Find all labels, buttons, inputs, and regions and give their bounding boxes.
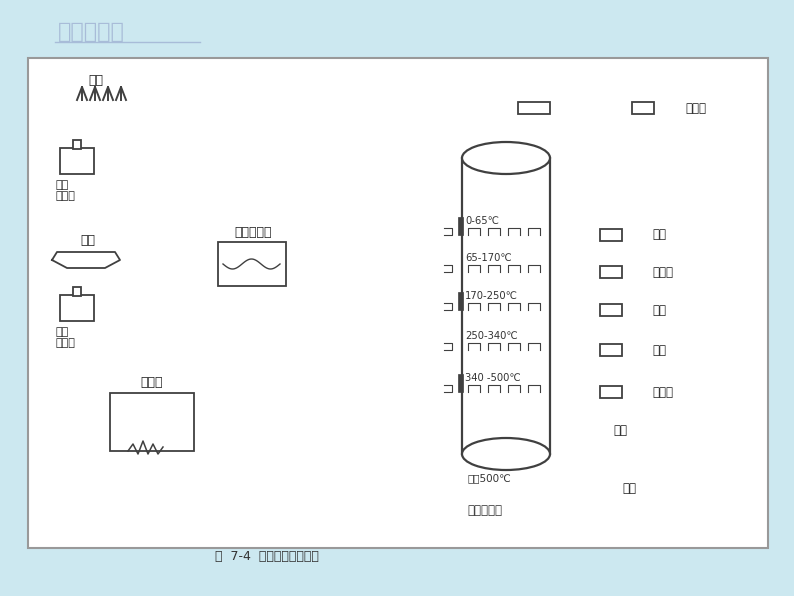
Bar: [218, 242, 286, 286]
Text: 预热炉: 预热炉: [141, 377, 164, 390]
Bar: [600, 229, 622, 241]
Text: 石脑油: 石脑油: [652, 265, 673, 278]
Text: 250-340℃: 250-340℃: [465, 331, 518, 341]
Text: 65-170℃: 65-170℃: [465, 253, 511, 263]
Text: 贮存库: 贮存库: [55, 338, 75, 348]
Ellipse shape: [462, 142, 550, 174]
Text: 汽油: 汽油: [652, 228, 666, 241]
Bar: [60, 148, 94, 174]
Bar: [458, 374, 463, 392]
Text: 泡罩的断面: 泡罩的断面: [234, 225, 272, 238]
Bar: [73, 140, 81, 149]
Text: 石油的炼制: 石油的炼制: [58, 22, 125, 42]
Text: 润滑油: 润滑油: [652, 386, 673, 399]
Bar: [73, 287, 81, 296]
Text: 油田: 油田: [88, 73, 103, 86]
Text: 340 -500℃: 340 -500℃: [465, 373, 521, 383]
Bar: [522, 148, 535, 168]
Bar: [60, 295, 94, 321]
Bar: [458, 292, 463, 310]
Text: 贮存库: 贮存库: [55, 191, 75, 201]
Bar: [110, 393, 194, 451]
Text: 0-65℃: 0-65℃: [465, 216, 499, 226]
Text: 石油气: 石油气: [685, 101, 706, 114]
Text: 沸点的范围: 沸点的范围: [467, 504, 502, 517]
Bar: [600, 344, 622, 356]
Text: 煤油: 煤油: [652, 303, 666, 316]
Text: 图  7-4  石油的蒸馏和产品: 图 7-4 石油的蒸馏和产品: [215, 550, 319, 563]
Text: 原油: 原油: [55, 180, 68, 190]
Bar: [28, 58, 768, 548]
Bar: [600, 266, 622, 278]
Bar: [458, 217, 463, 235]
Bar: [600, 386, 622, 398]
Text: 高于500℃: 高于500℃: [467, 473, 511, 483]
Text: 油轮: 油轮: [80, 234, 95, 247]
Ellipse shape: [462, 438, 550, 470]
Text: 石蜡: 石蜡: [613, 424, 627, 436]
Bar: [462, 158, 550, 454]
Text: 柴油: 柴油: [652, 343, 666, 356]
Bar: [518, 102, 550, 114]
Bar: [600, 304, 622, 316]
Text: 170-250℃: 170-250℃: [465, 291, 518, 301]
Text: 原油: 原油: [55, 327, 68, 337]
Bar: [632, 102, 654, 114]
Text: 沥青: 沥青: [622, 482, 636, 495]
